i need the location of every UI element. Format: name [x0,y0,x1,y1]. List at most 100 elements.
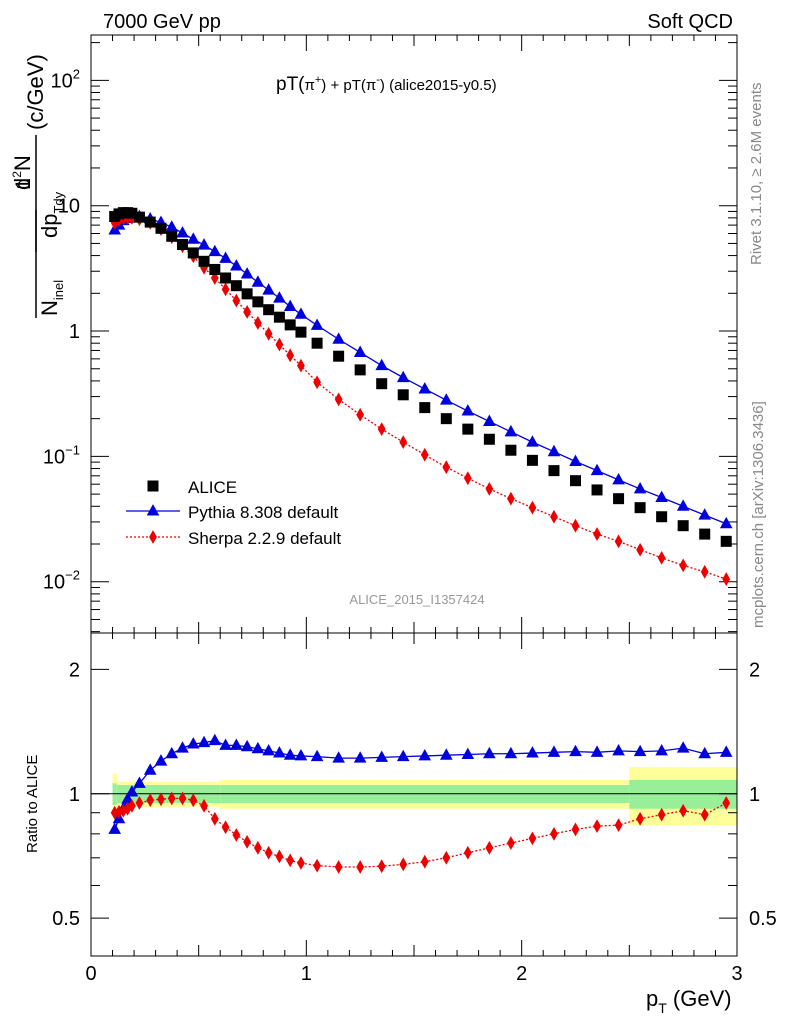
ratio-pythia-point [208,733,222,746]
ratio-pythia-point [483,746,496,759]
alice-point [397,389,409,401]
ratio-pythia-point [698,746,711,759]
mcplots-label: mcplots.cern.ch [arXiv:1306.3436] [750,401,767,628]
ratio-sherpa-point [128,798,136,813]
ratio-pythia-point [719,745,733,757]
ratio-pythia-point [133,776,146,788]
pythia-point [208,244,222,257]
legend-label: Sherpa 2.2.9 default [188,529,341,548]
alice-point [144,216,156,228]
ratio-sherpa-point [157,792,165,807]
ratio-sherpa-point [178,791,187,806]
pythia-point [332,332,345,344]
ratio-pythia-point [230,738,243,750]
ratio-sherpa-point [286,853,295,868]
ratio-pythia-point [283,748,297,760]
pythia-point [176,226,189,238]
sherpa-point [463,471,472,486]
sherpa-point [253,316,262,330]
ylabel-denominator: Ninel [37,280,66,316]
pythia-point [294,307,308,319]
pythia-point [186,232,200,244]
alice-point [230,280,242,292]
ratio-y-tick-label: 0.5 [52,908,80,930]
ratio-sherpa-point [528,831,537,846]
legend-marker-pythia [146,504,160,516]
alice-point [126,207,138,219]
ratio-sherpa-point [221,820,230,835]
sherpa-point [313,375,321,390]
ratio-sherpa-point [420,854,429,869]
legend: ALICE Pythia 8.308 default Sherpa 2.2.9 de… [126,478,341,548]
ratio-sherpa-point [189,793,198,808]
pythia-point [283,299,297,311]
sherpa-point [593,527,601,541]
alice-point [133,211,145,223]
ratio-pythia-point [108,822,121,834]
ratio-pythia-point [418,749,432,761]
sherpa-point [110,215,119,230]
ratio-pythia-point [396,749,410,762]
ratio-pythia-point [569,744,582,757]
ratio-pythia-point [143,763,157,775]
ratio-sherpa-point [110,805,119,820]
alice-point [591,484,603,496]
pythia-point [219,251,232,263]
ratio-y-axis-title: Ratio to ALICE [24,755,41,853]
alice-point [354,364,366,376]
ratio-sherpa-point [636,811,644,826]
legend-label: Pythia 8.308 default [188,503,339,522]
alice-point [295,326,307,338]
ratio-sherpa-point [377,859,386,874]
pythia-point [418,382,432,394]
pythia-point [547,444,561,457]
ratio-pythia-point [273,746,286,758]
axis-ticks [90,35,738,956]
ratio-pythia-point [504,746,518,759]
ratio-pythia-point [251,741,265,754]
pythia-point [375,358,388,371]
x-tick-label: 0 [85,963,96,985]
ratio-pythia-point [294,749,308,761]
ratio-pythia-point [125,785,139,797]
pythia-point [655,490,668,502]
alice-point [677,520,689,532]
alice-point [166,230,178,242]
title-part: ) (alice2015-y0.5) [380,77,497,94]
pythia-point [569,454,582,467]
alice-point [273,311,285,323]
ratio-y-tick-label-right: 2 [749,659,760,681]
pythia-point [483,414,496,426]
x-tick-label: 2 [516,963,527,985]
sherpa-point [275,337,284,352]
ratio-pythia-point [262,744,275,756]
y-axis-title-main: 1 Ninel d2N dpTdy (c/GeV) [10,54,66,318]
pythia-point [353,345,367,357]
y-tick-label: 102 [51,66,80,92]
sherpa-point [420,447,429,462]
svg-text:1: 1 [12,178,35,190]
ratio-pythia-point [240,739,254,752]
alice-point [634,502,646,514]
pythia-point [251,275,265,287]
alice-point [220,272,232,284]
alice-point [548,465,560,477]
alice-point [198,255,210,267]
ratio-pythia-point [121,792,134,804]
ratio-y-tick-label: 2 [69,659,80,681]
ratio-pythia-point [165,746,179,759]
pythia-point [633,482,647,494]
ratio-pythia-point [219,738,232,750]
ratio-pythia-point [526,746,539,758]
pythia-point [310,318,324,330]
y-tick-label: 10−1 [43,442,80,468]
ratio-sherpa-point [399,857,408,872]
y-tick-label: 10−2 [43,568,80,594]
alice-point [699,528,711,540]
ratio-pythia-point [461,747,475,759]
alice-point [284,319,296,331]
pythia-point [165,220,179,232]
sherpa-point [221,282,230,297]
ratio-sherpa-point [264,845,273,860]
